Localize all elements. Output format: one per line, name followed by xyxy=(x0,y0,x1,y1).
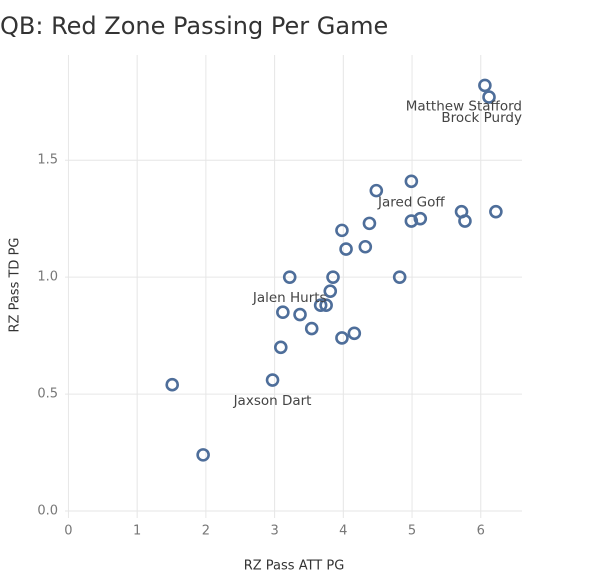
point-label: Jalen Hurts xyxy=(252,290,327,306)
point-label: Jared Goff xyxy=(377,194,445,210)
data-point xyxy=(335,223,349,238)
x-tick-label: 5 xyxy=(408,524,416,539)
point-label: Matthew Stafford xyxy=(406,98,522,114)
data-point xyxy=(196,448,210,462)
data-point xyxy=(265,373,280,387)
point-label: Brock Purdy xyxy=(441,110,522,126)
point-label: Jaxson Dart xyxy=(233,393,312,409)
x-tick-label: 2 xyxy=(202,524,210,539)
data-point xyxy=(458,214,472,228)
data-point xyxy=(347,326,362,341)
data-point xyxy=(273,340,288,355)
x-tick-label: 0 xyxy=(64,524,72,539)
data-point xyxy=(478,78,492,93)
x-tick-label: 6 xyxy=(477,524,485,539)
y-tick-label: 1.5 xyxy=(37,153,58,168)
data-point xyxy=(362,216,377,231)
data-point xyxy=(369,183,384,198)
data-point xyxy=(326,270,340,284)
y-tick-label: 0.5 xyxy=(37,387,58,402)
data-point xyxy=(358,239,373,254)
y-tick-label: 1.0 xyxy=(37,270,58,285)
data-point xyxy=(339,242,353,256)
x-tick-label: 3 xyxy=(270,524,278,539)
data-point xyxy=(482,90,496,104)
y-axis-title: RZ Pass TD PG xyxy=(8,238,23,333)
data-point xyxy=(313,298,328,313)
data-point xyxy=(489,204,503,219)
data-point xyxy=(404,214,419,228)
data-point xyxy=(413,211,428,226)
y-tick-label: 0.0 xyxy=(37,503,58,518)
data-point xyxy=(392,270,407,284)
x-tick-label: 1 xyxy=(133,524,141,539)
data-point xyxy=(276,305,290,320)
data-point xyxy=(282,270,297,284)
x-tick-label: 4 xyxy=(339,524,347,539)
data-point xyxy=(335,331,349,345)
data-point xyxy=(304,321,319,336)
chart-title: QB: Red Zone Passing Per Game xyxy=(0,12,388,40)
data-point xyxy=(404,174,419,189)
data-point xyxy=(165,377,180,392)
data-point xyxy=(323,284,338,298)
data-point xyxy=(319,298,333,313)
data-point xyxy=(293,307,307,322)
x-axis-title: RZ Pass ATT PG xyxy=(244,559,345,574)
